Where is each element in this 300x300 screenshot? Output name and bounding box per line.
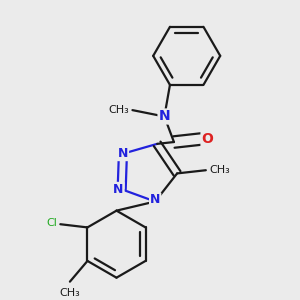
Text: Cl: Cl xyxy=(46,218,57,228)
Text: N: N xyxy=(159,110,170,124)
Text: N: N xyxy=(118,147,128,160)
Text: N: N xyxy=(150,194,160,206)
Text: CH₃: CH₃ xyxy=(59,288,80,298)
Text: N: N xyxy=(113,183,124,196)
Text: CH₃: CH₃ xyxy=(209,165,230,175)
Text: O: O xyxy=(202,132,213,146)
Text: CH₃: CH₃ xyxy=(109,105,129,115)
